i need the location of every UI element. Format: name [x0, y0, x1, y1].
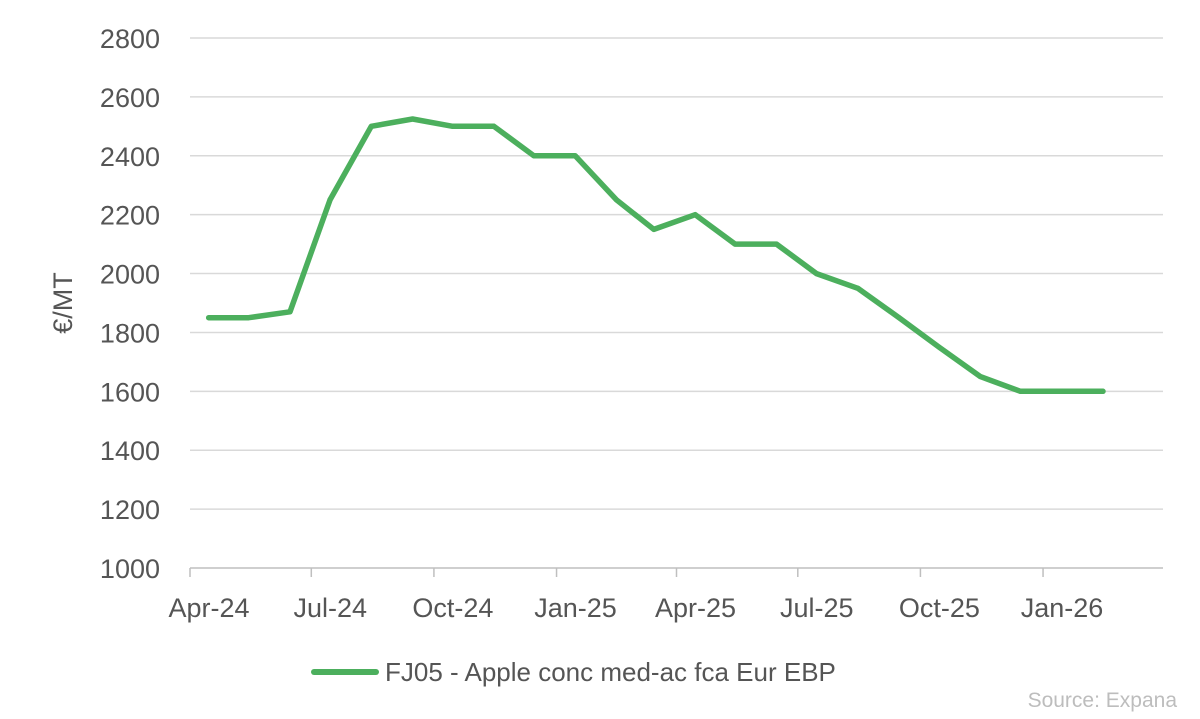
- series-line: [205, 116, 1106, 395]
- data-point: [368, 123, 374, 129]
- y-axis-tick-labels: 1000 1200 1400 1600 1800 2000 2200 2400 2600 2800: [100, 24, 160, 584]
- data-point: [614, 197, 619, 203]
- y-tick-label: 2200: [100, 201, 160, 231]
- data-point: [1017, 388, 1023, 394]
- x-tick-label: Jul-25: [780, 593, 854, 623]
- y-tick-label: 2600: [100, 83, 160, 113]
- data-point: [977, 374, 983, 380]
- x-tick-label: Jan-26: [1021, 593, 1104, 623]
- y-tick-label: 2000: [100, 260, 160, 290]
- data-point: [692, 212, 698, 218]
- y-tick-label: 2800: [100, 24, 160, 54]
- x-tick-label: Jul-24: [294, 593, 368, 623]
- x-tick-label: Jan-25: [534, 593, 617, 623]
- legend-label: FJ05 - Apple conc med-ac fca Eur EBP: [385, 657, 836, 687]
- x-tick-label: Apr-25: [655, 593, 736, 623]
- data-point: [491, 123, 497, 129]
- data-point: [246, 315, 252, 321]
- data-point: [896, 315, 902, 321]
- y-tick-label: 1200: [100, 495, 160, 525]
- data-point: [410, 116, 416, 122]
- data-point: [327, 197, 333, 203]
- data-point: [732, 241, 738, 247]
- data-point: [1100, 388, 1106, 394]
- data-point: [814, 271, 819, 277]
- legend: FJ05 - Apple conc med-ac fca Eur EBP: [311, 657, 836, 687]
- data-point: [855, 285, 861, 291]
- data-point: [450, 123, 456, 129]
- x-tick-label: Apr-24: [168, 593, 249, 623]
- y-axis-title: €/MT: [48, 272, 78, 334]
- x-axis-tick-labels: Apr-24 Jul-24 Oct-24 Jan-25 Apr-25 Jul-25 Oct-…: [168, 593, 1103, 623]
- y-tick-label: 1600: [100, 377, 160, 407]
- data-point: [531, 153, 537, 159]
- data-point: [572, 153, 578, 159]
- x-tick-label: Oct-24: [412, 593, 493, 623]
- x-tick-label: Oct-25: [899, 593, 980, 623]
- data-point: [651, 226, 657, 232]
- data-point: [206, 315, 212, 321]
- y-tick-label: 1800: [100, 318, 160, 348]
- y-tick-label: 2400: [100, 142, 160, 172]
- y-tick-label: 1000: [100, 554, 160, 584]
- data-point: [936, 344, 942, 350]
- source-note: Source: Expana: [1028, 689, 1178, 712]
- series-layer: [205, 116, 1106, 395]
- data-point: [774, 241, 779, 247]
- y-tick-label: 1400: [100, 436, 160, 466]
- data-point: [1059, 388, 1065, 394]
- gridlines: [190, 37, 1163, 510]
- x-axis: [189, 567, 1163, 577]
- data-point: [287, 309, 293, 315]
